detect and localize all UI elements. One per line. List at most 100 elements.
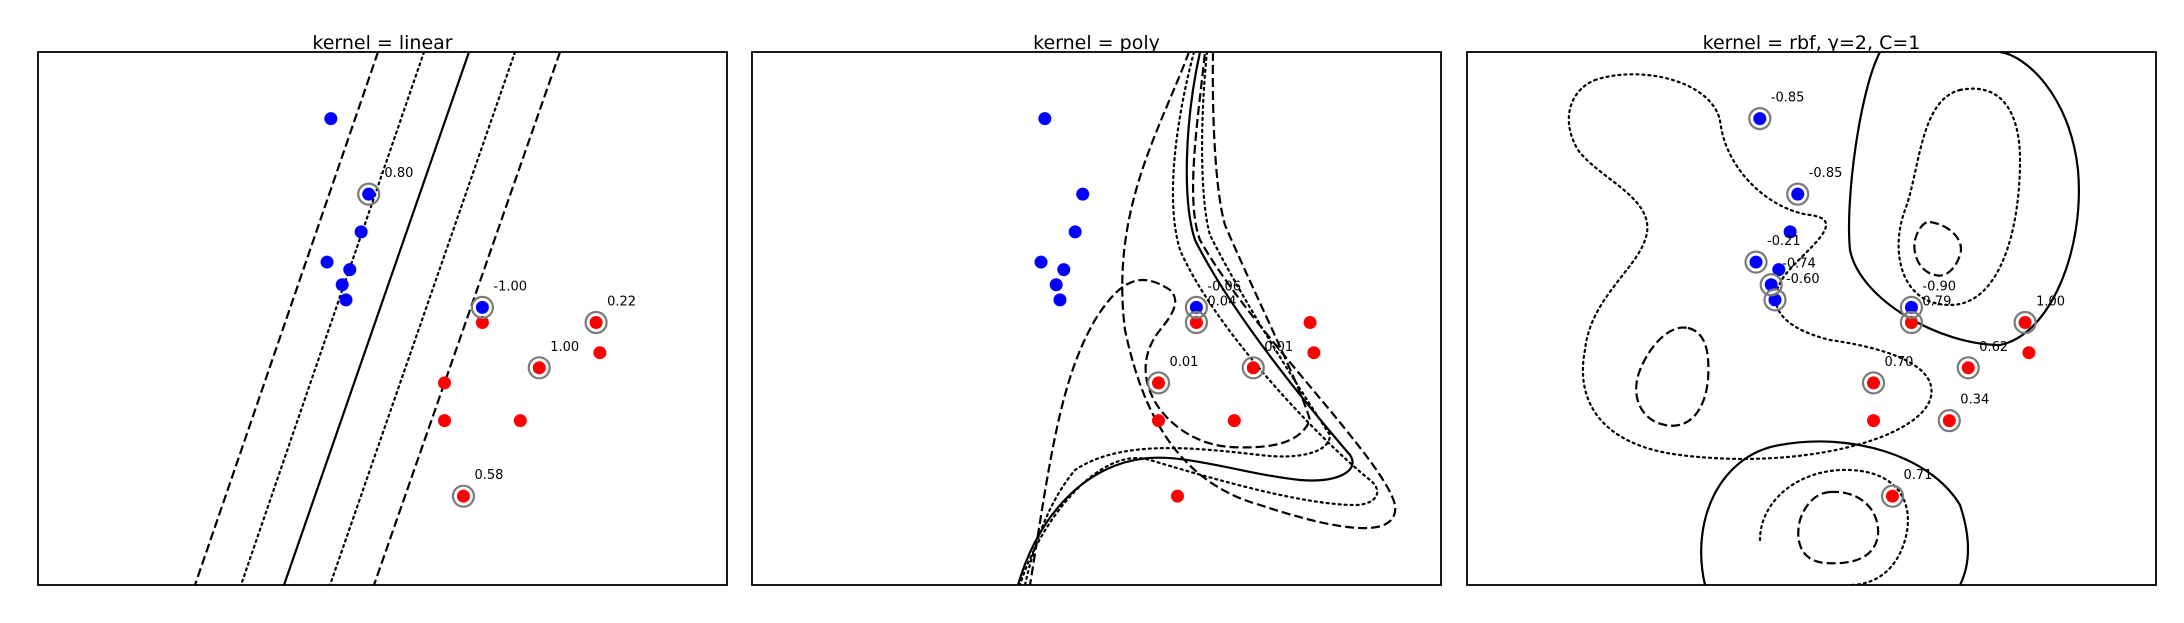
points-rbf: -0.85 -0.85 -0.74 -0.90 -0.21 -0.60 1.00 0.62 0.… [1744,91,2065,508]
support-vector-ring [357,182,381,206]
data-point-neg [1068,225,1082,239]
decision-contours-poly [1016,52,1397,585]
data-point-neg [320,255,334,269]
support-vector-ring [1861,371,1886,395]
data-point-neg [1034,255,1048,269]
dual-coef-label: -1.00 [493,279,527,294]
dual-coef-label: 0.58 [474,468,503,483]
data-point-neg [1768,293,1782,307]
support-vector-ring [1956,356,1980,380]
contour-dashed-left [193,52,380,585]
dual-coef-label: -0.90 [1922,279,1956,294]
support-vector-ring [1184,310,1209,335]
data-point-pos [2018,315,2032,329]
dual-coef-label: -0.85 [1809,166,1843,181]
decision-contours-linear [193,52,562,585]
contour-dashed-inner [1028,52,1312,585]
support-vector-ring [1763,288,1787,312]
title-rbf: kernel = rbf, γ=2, C=1 [1703,32,1921,54]
data-point-pos [1904,315,1918,329]
data-point-pos [1307,346,1321,360]
decision-contours-rbf [1567,52,2080,585]
support-vector-ring [1899,310,1924,335]
data-point-neg [335,278,349,292]
data-point-pos [1246,361,1260,375]
data-point-pos [438,414,452,428]
contour-dashed-pos-top [1913,220,1963,277]
contour-boundary [282,52,471,585]
support-vector-ring [451,484,476,508]
contour-dotted-outer [1018,52,1379,585]
contour-dashed-neg [1635,326,1710,427]
contour-dashed-pos-bottom [1797,490,1880,565]
data-point-pos [589,315,603,329]
contour-boundary-rbf-top [1847,52,2080,347]
data-point-neg [1772,263,1786,277]
dual-coef-label: 1.00 [550,340,579,355]
data-point-pos [1303,315,1317,329]
support-vector-ring [1759,273,1783,297]
plot-frame-linear [37,51,728,586]
data-point-neg [1053,293,1067,307]
data-point-neg [354,225,368,239]
data-point-neg [1038,112,1052,126]
contour-dashed-outer [1121,52,1397,530]
data-point-pos [456,489,470,503]
data-point-pos [1867,414,1881,428]
dual-coef-label: -0.80 [380,166,414,181]
dual-coef-label: -0.06 [1207,279,1241,294]
dual-coef-label: 0.70 [1885,355,1914,370]
data-point-pos [1152,376,1166,390]
support-vector-ring [470,295,495,319]
support-vector-ring [1748,107,1772,131]
data-point-neg [1791,187,1805,201]
dual-coef-label: -0.21 [1767,234,1801,249]
data-point-pos [513,414,527,428]
data-point-pos [1170,489,1184,503]
data-point-neg [324,112,338,126]
support-vector-ring [584,310,608,335]
support-vector-ring [1146,371,1171,395]
support-vector-ring [2013,310,2037,335]
panel-poly: kernel = poly -0.06 0.01 0.04 0.01 [751,32,1442,586]
support-vector-ring [1899,295,1924,319]
title-linear: kernel = linear [312,32,452,54]
data-point-neg [1904,300,1918,314]
dual-coef-label: 1.00 [2036,294,2065,309]
plot-frame-rbf [1466,51,2157,586]
data-point-pos [1961,361,1975,375]
contour-dashed-right [372,52,562,585]
contour-margin-neg [1567,73,1933,461]
support-vector-ring [527,356,551,380]
dual-coef-label: 0.62 [1979,340,2008,355]
data-point-pos [1227,414,1241,428]
panel-linear: kernel = linear -0.80 -1.00 1.00 0.22 0.58 [37,32,728,586]
data-point-pos [1189,315,1203,329]
data-point-neg [1783,225,1797,239]
dual-coef-label: 0.34 [1960,393,1989,408]
dual-coef-label: 0.22 [607,294,636,309]
data-point-neg [1057,263,1071,277]
data-point-neg [343,263,357,277]
contour-boundary-rbf-bottom [1700,440,1970,585]
title-poly: kernel = poly [1033,32,1160,54]
contour-dotted-right [328,52,517,585]
support-vector-ring [1744,250,1768,274]
data-point-neg [362,187,376,201]
dual-coef-label: -0.60 [1786,272,1820,287]
contour-dotted-inner [1023,52,1332,585]
data-point-pos [438,376,452,390]
data-point-pos [593,346,607,360]
data-point-pos [2022,346,2036,360]
support-vector-ring [1937,409,1961,433]
data-point-neg [339,293,353,307]
contour-boundary-poly [1016,52,1354,585]
dual-coef-label: 0.01 [1264,340,1293,355]
data-point-neg [1749,255,1763,269]
panel-rbf: kernel = rbf, γ=2, C=1 -0.85-0.85-0.74-0… [1466,32,2157,586]
support-vector-ring [1241,356,1265,380]
points-poly: -0.06 0.01 0.04 0.01 [1034,112,1321,503]
dual-coef-label: -0.85 [1771,91,1805,106]
contour-dotted-left [239,52,426,585]
